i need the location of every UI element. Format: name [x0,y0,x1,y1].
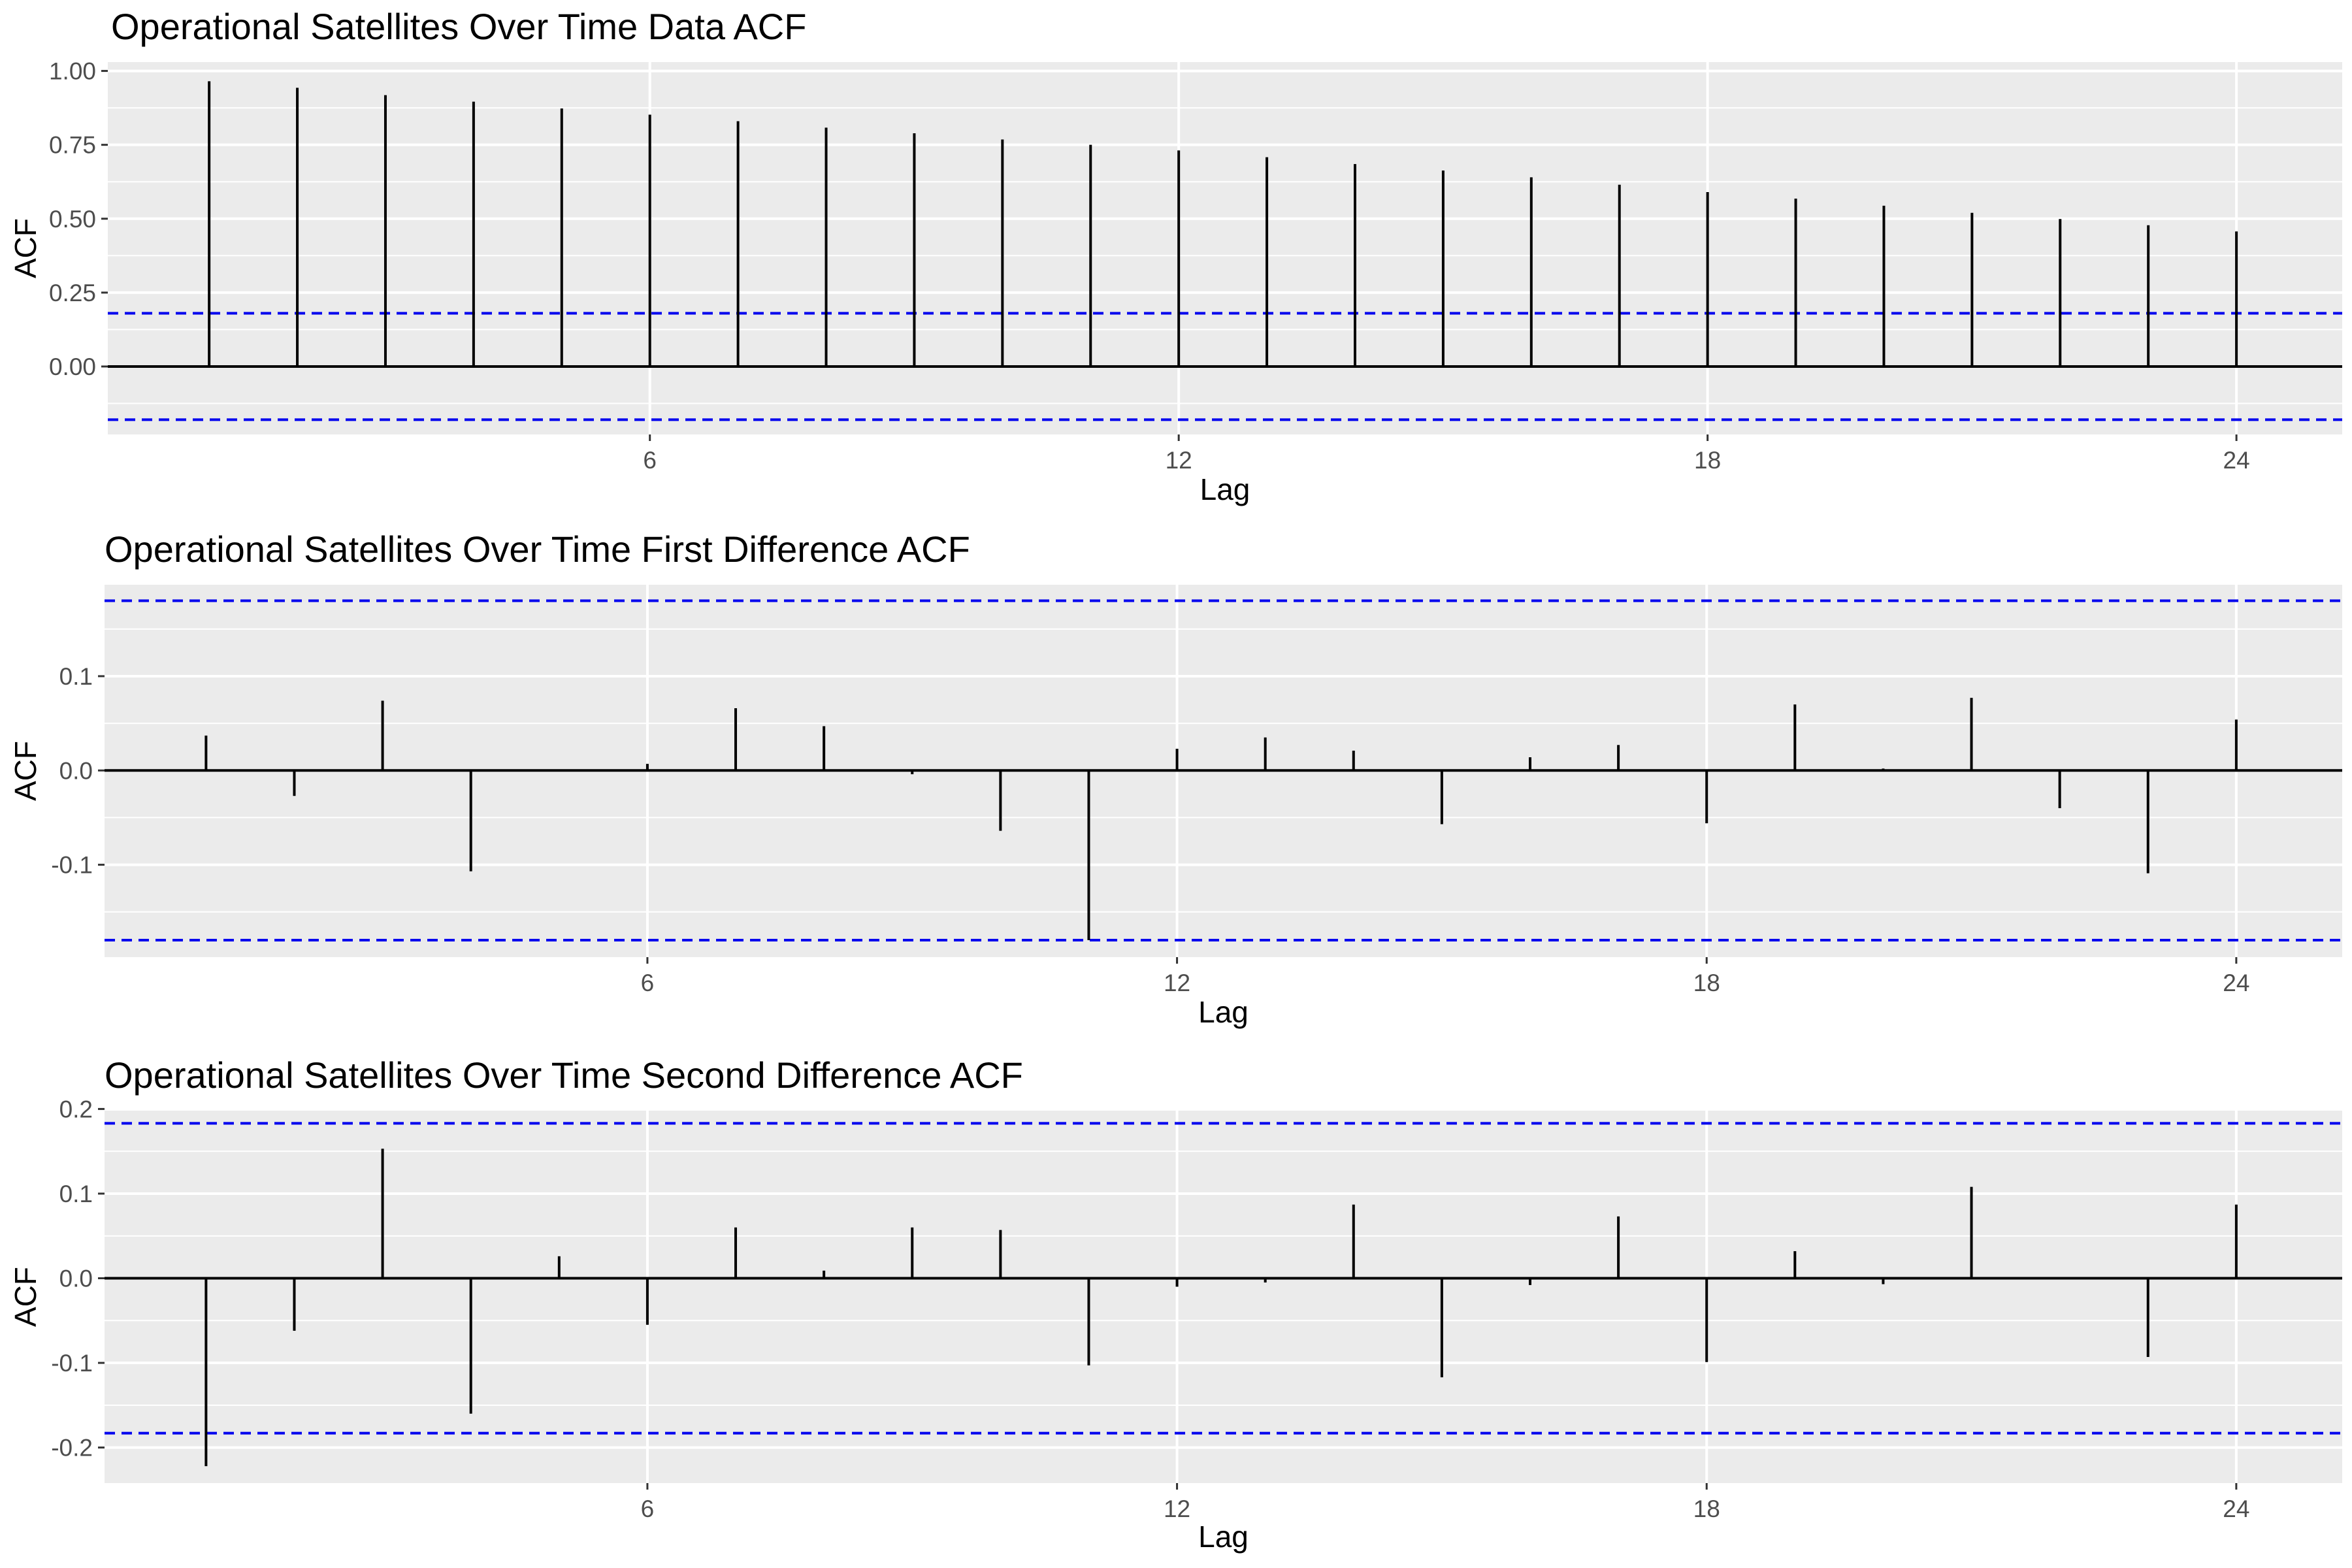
chart-title: Operational Satellites Over Time Data AC… [111,6,806,47]
y-tick-label: 1.00 [49,58,96,85]
y-tick-label: 0.0 [59,757,93,784]
y-tick-label: 0.75 [49,132,96,159]
y-axis-title: ACF [8,218,42,278]
y-tick-label: -0.2 [51,1435,93,1462]
x-tick-label: 18 [1693,1495,1720,1522]
x-axis-title: Lag [1200,472,1250,506]
x-tick-label: 18 [1693,970,1720,996]
x-tick-label: 12 [1166,447,1192,474]
acf-panel-1: 0.00 0.25 0.50 0.75 1.00 6 12 18 24 Operational S… [8,6,2342,506]
y-tick-label: 0.50 [49,206,96,233]
acf-panel-3: -0.2 -0.1 0.0 0.1 0.2 6 12 18 24 Operational Sate… [8,1054,2342,1554]
chart-title: Operational Satellites Over Time First D… [105,529,970,570]
chart-title: Operational Satellites Over Time Second … [105,1054,1023,1096]
y-tick-label: 0.0 [59,1266,93,1292]
panel-background [105,1111,2342,1483]
y-tick-label: -0.1 [51,852,93,879]
x-tick-label: 24 [2223,970,2249,996]
x-tick-label: 12 [1164,970,1190,996]
y-tick-label: 0.1 [59,1181,93,1207]
acf-panel-2: -0.1 0.0 0.1 6 12 18 24 Operational Satellites … [8,529,2342,1029]
panel-background [108,62,2342,434]
y-tick-label: 0.25 [49,280,96,306]
y-axis-title: ACF [8,1267,42,1327]
x-tick-label: 12 [1164,1495,1190,1522]
x-tick-label: 6 [643,447,657,474]
x-axis-title: Lag [1198,995,1249,1029]
y-tick-label: 0.00 [49,353,96,380]
x-tick-label: 6 [641,970,655,996]
y-tick-label: 0.2 [59,1096,93,1122]
x-tick-label: 18 [1694,447,1721,474]
x-axis-title: Lag [1198,1520,1249,1554]
y-axis-title: ACF [8,741,42,801]
x-tick-label: 6 [641,1495,655,1522]
x-tick-label: 24 [2223,1495,2249,1522]
y-tick-label: -0.1 [51,1350,93,1377]
x-tick-label: 24 [2223,447,2250,474]
y-tick-label: 0.1 [59,663,93,690]
